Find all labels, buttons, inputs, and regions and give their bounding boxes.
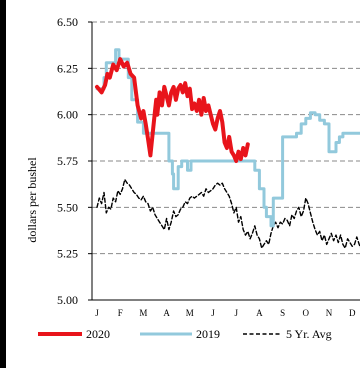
x-tick-label-0: J [95,308,99,318]
x-tick-label-3: A [163,308,170,318]
axes [88,21,360,301]
x-tick-label-9: O [303,308,310,318]
left-border-bar [0,0,6,368]
legend-label-2: 5 Yr. Avg [286,327,332,341]
y-tick-label-1: 5.25 [57,247,78,261]
series-line-5-yr-avg [96,178,360,249]
y-tick-label-5: 6.25 [57,61,78,75]
series-line-2020 [95,57,250,163]
x-tick-label-8: S [280,308,285,318]
legend-label-1: 2019 [196,327,220,341]
legend-label-0: 2020 [86,327,110,341]
y-tick-label-0: 5.00 [57,293,78,307]
x-tick-label-11: D [349,308,356,318]
x-tick-label-1: F [118,308,123,318]
x-tick-label-2: M [139,308,147,318]
y-tick-label-6: 6.50 [57,15,78,29]
series-lines [95,48,360,249]
legend: 2020 2019 5 Yr. Avg [38,327,332,341]
x-tick-label-7: A [256,308,263,318]
x-tick-label-4: M [186,308,194,318]
y-tick-label-2: 5.50 [57,200,78,214]
x-tick-label-6: J [234,308,238,318]
x-tick-label-10: N [326,308,333,318]
y-tick-labels: 5.00 5.25 5.50 5.75 6.00 6.25 6.50 [57,15,78,307]
y-tick-label-4: 6.00 [57,108,78,122]
x-tick-label-5: J [211,308,215,318]
y-tick-label-3: 5.75 [57,154,78,168]
y-axis-label: dollars per bushel [25,157,39,243]
series-line-2019 [95,48,360,228]
